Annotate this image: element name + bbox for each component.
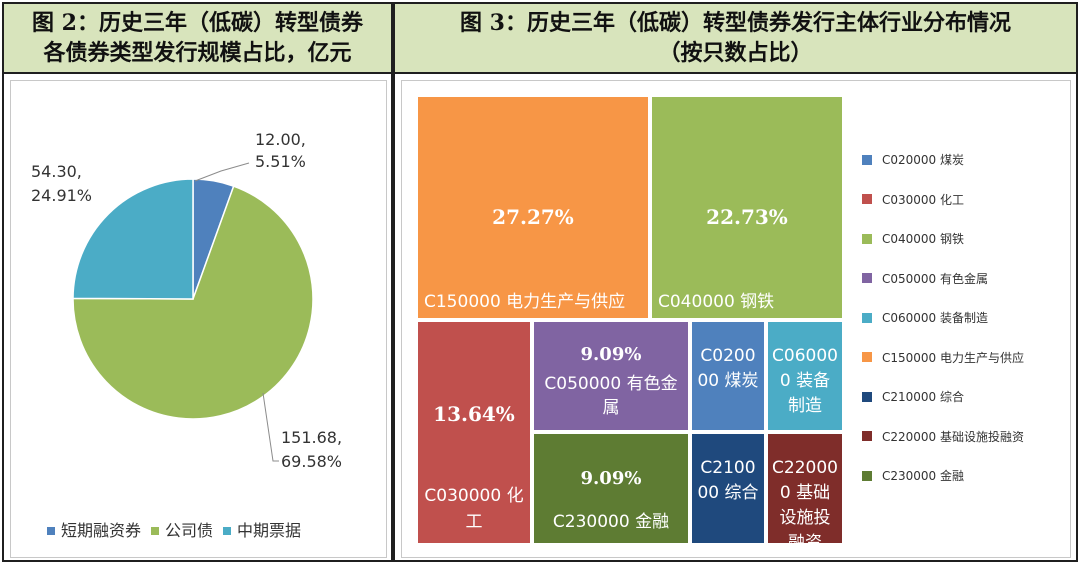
legend-swatch — [862, 312, 872, 323]
treemap-percent-C030000: 13.64% — [433, 402, 515, 426]
treemap-label-C220000: C220000 基础设施投融资 — [772, 458, 838, 545]
treemap-label-C020000: C020000 煤炭 — [697, 346, 759, 391]
pie-value-label-3: 54.30, — [31, 162, 82, 181]
treemap-cell-C040000: 22.73% C040000 钢铁 — [650, 95, 844, 320]
pie-chart: 12.00, 5.51% 151.68, 69.58% 54.30, 24.91% 短期融资… — [31, 130, 342, 540]
treemap-percent-C230000: 9.09% — [580, 468, 642, 489]
treemap-label-C230000: C230000 金融 — [552, 512, 670, 532]
legend-label: C150000 电力生产与供应 — [882, 350, 1025, 365]
treemap-chart-area: 27.27% C150000 电力生产与供应 22.73% C040000 钢铁 13.… — [401, 80, 1071, 558]
legend-swatch — [862, 352, 872, 362]
treemap-legend-item: C210000 综合 — [862, 388, 964, 405]
treemap-label-C210000: C210000 综合 — [697, 458, 759, 503]
treemap-legend-item: C150000 电力生产与供应 — [862, 349, 1024, 366]
treemap-legend-item: C220000 基础设施投融资 — [862, 428, 1024, 445]
legend-label: C020000 煤炭 — [882, 153, 965, 167]
treemap-percent-C040000: 22.73% — [706, 205, 788, 229]
pie-slice-2 — [72, 185, 314, 420]
legend-label: C030000 化工 — [882, 192, 965, 207]
legend-swatch — [862, 194, 872, 204]
treemap-cell-C050000: 9.09% C050000 有色金属 — [532, 320, 690, 432]
left-title-line1: 图 2：历史三年（低碳）转型债券 — [32, 10, 363, 36]
pie-chart-area: 12.00, 5.51% 151.68, 69.58% 54.30, 24.91% 短期融资… — [10, 80, 387, 558]
pie-slice-3 — [72, 178, 194, 300]
treemap-legend-item: C230000 金融 — [862, 467, 964, 484]
pie-legend-label-2: 公司债 — [165, 521, 213, 540]
pie-leader-line-2 — [262, 392, 279, 462]
treemap-label-C150000: C150000 电力生产与供应 — [424, 292, 626, 312]
left-figure-title: 图 2：历史三年（低碳）转型债券 各债券类型发行规模占比，亿元 — [4, 4, 391, 74]
pie-legend-swatch-3 — [223, 527, 231, 535]
legend-label: C060000 装备制造 — [882, 311, 989, 325]
treemap-legend-item: C030000 化工 — [862, 191, 964, 208]
legend-label: C230000 金融 — [882, 469, 965, 483]
legend-label: C210000 综合 — [882, 390, 965, 404]
treemap-cell-C020000: C020000 煤炭 — [690, 320, 766, 432]
treemap-legend-item: C040000 钢铁 — [862, 230, 964, 247]
treemap-percent-C150000: 27.27% — [492, 205, 574, 229]
treemap-cell-C060000: C060000 装备制造 — [766, 320, 844, 432]
legend-label: C040000 钢铁 — [882, 232, 965, 246]
treemap-percent-C050000: 9.09% — [580, 344, 642, 365]
legend-swatch — [862, 154, 872, 165]
treemap-legend-item: C050000 有色金属 — [862, 270, 988, 287]
left-figure-panel: 图 2：历史三年（低碳）转型债券 各债券类型发行规模占比，亿元 12.00, 5.… — [2, 2, 393, 562]
right-figure-title: 图 3：历史三年（低碳）转型债券发行主体行业分布情况 （按只数占比） — [395, 4, 1076, 74]
treemap-legend-item: C020000 煤炭 — [862, 151, 964, 168]
pie-legend-swatch-2 — [151, 527, 159, 535]
right-title-line2: （按只数占比） — [658, 40, 813, 66]
treemap-cell-C210000: C210000 综合 — [690, 432, 766, 545]
pie-legend-label-1: 短期融资券 — [61, 521, 141, 540]
treemap-cell-C230000: 9.09% C230000 金融 — [532, 432, 690, 545]
legend-swatch — [862, 391, 872, 402]
left-title-line2: 各债券类型发行规模占比，亿元 — [43, 40, 352, 66]
pie-percent-label-1: 5.51% — [255, 152, 306, 171]
legend-swatch — [862, 233, 872, 244]
legend-label: C220000 基础设施投融资 — [882, 429, 1025, 444]
pie-percent-label-3: 24.91% — [31, 186, 92, 205]
legend-swatch — [862, 431, 872, 441]
pie-value-label-2: 151.68, — [281, 428, 342, 447]
pie-percent-label-2: 69.58% — [281, 452, 342, 471]
treemap-label-C040000: C040000 钢铁 — [658, 292, 775, 312]
legend-label: C050000 有色金属 — [882, 271, 989, 286]
treemap-cell-C030000: 13.64% C030000 化工 — [416, 320, 532, 545]
pie-leader-line-1 — [194, 162, 250, 182]
treemap-cell-C220000: C220000 基础设施投融资 — [766, 432, 844, 545]
treemap-cell-C150000: 27.27% C150000 电力生产与供应 — [416, 95, 650, 320]
legend-swatch — [862, 273, 872, 283]
right-title-line1: 图 3：历史三年（低碳）转型债券发行主体行业分布情况 — [460, 10, 1011, 36]
pie-legend-label-3: 中期票据 — [237, 521, 301, 540]
pie-legend-swatch-1 — [47, 527, 55, 535]
treemap-legend-item: C060000 装备制造 — [862, 309, 988, 326]
treemap-label-C050000: C050000 有色金属 — [544, 374, 678, 418]
right-figure-panel: 图 3：历史三年（低碳）转型债券发行主体行业分布情况 （按只数占比） 27.27… — [393, 2, 1078, 562]
legend-swatch — [862, 470, 872, 481]
treemap-label-C030000: C030000 化工 — [424, 486, 524, 532]
pie-value-label-1: 12.00, — [255, 130, 306, 149]
treemap-label-C060000: C060000 装备制造 — [772, 346, 838, 416]
